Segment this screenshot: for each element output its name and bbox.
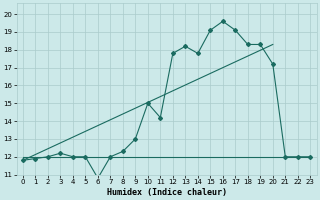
X-axis label: Humidex (Indice chaleur): Humidex (Indice chaleur) xyxy=(107,188,227,197)
